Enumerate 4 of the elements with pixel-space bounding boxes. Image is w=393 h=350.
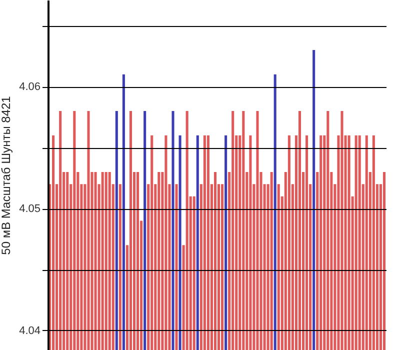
y-tick-label: 4.05: [19, 203, 40, 216]
y-tick-label: 4.04: [19, 324, 40, 337]
y-tick-label: 4.06: [19, 81, 40, 94]
y-axis-title: 50 мВ Масштаб Шунты 8421: [0, 96, 14, 255]
